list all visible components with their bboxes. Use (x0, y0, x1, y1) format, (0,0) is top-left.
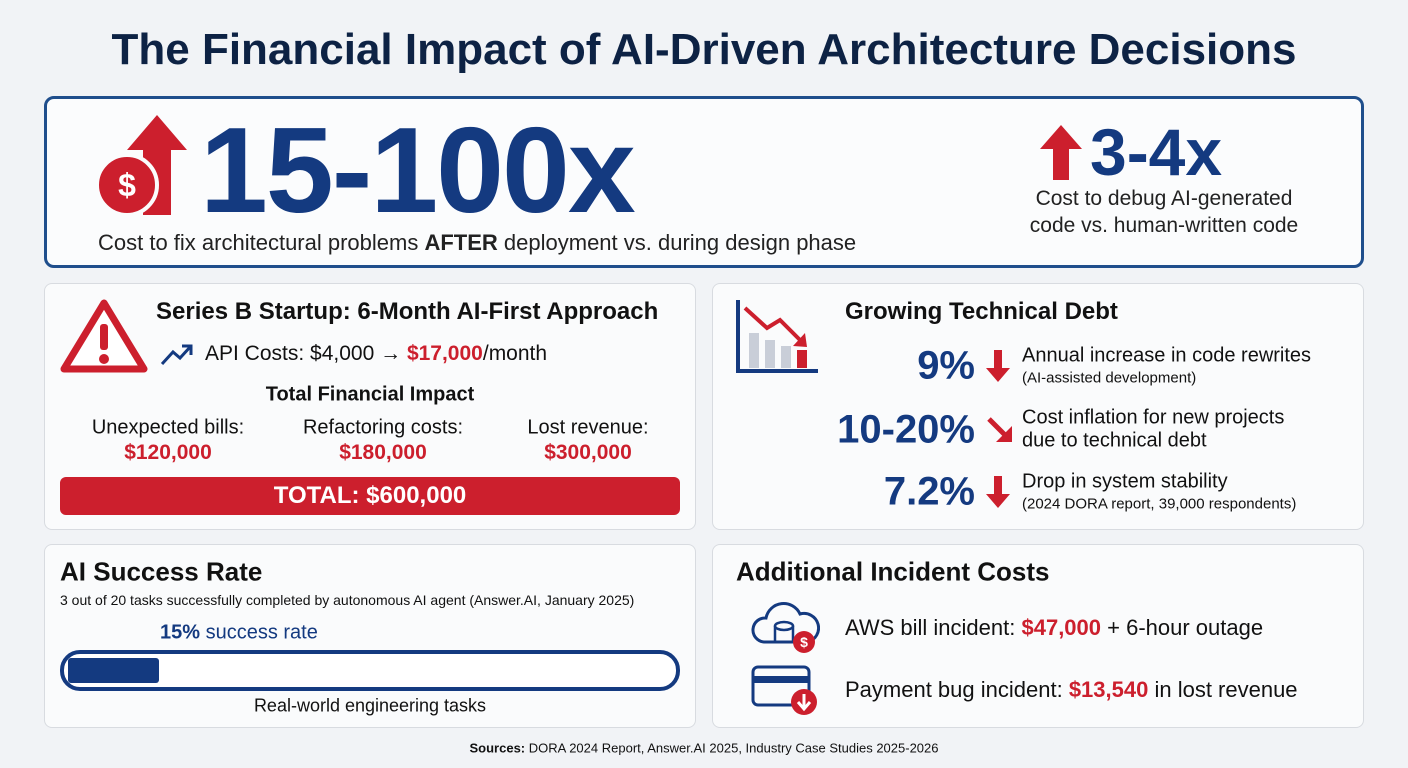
debt-note: (2024 DORA report, 39,000 respondents) (1022, 495, 1297, 513)
up-arrow-icon (1040, 125, 1082, 180)
incident-row: AWS bill incident: $47,000 + 6-hour outa… (845, 615, 1263, 641)
impact-value: $120,000 (124, 441, 212, 464)
rate-text: success rate (200, 621, 318, 644)
sources-text: DORA 2024 Report, Answer.AI 2025, Indust… (525, 740, 939, 756)
success-subtitle: 3 out of 20 tasks successfully completed… (60, 592, 635, 608)
incident-cost: $47,000 (1021, 615, 1102, 640)
debt-value: 9% (917, 343, 975, 388)
total-text: TOTAL: $600,000 (273, 482, 467, 509)
impact-label: Refactoring costs: (302, 416, 464, 439)
svg-text:$: $ (800, 634, 808, 650)
hero-side-value: 3-4x (1090, 115, 1223, 189)
debt-note: due to technical debt (1022, 429, 1207, 452)
incident-text: + 6-hour outage (1101, 615, 1264, 640)
warning-icon (60, 299, 148, 373)
progress-fill (68, 658, 159, 683)
impact-title: Total Financial Impact (265, 383, 475, 406)
hero-side-caption: code vs. human-written code (1029, 214, 1299, 237)
api-new-cost: $17,000 (406, 342, 483, 365)
hero-box (44, 96, 1364, 268)
sources: Sources: DORA 2024 Report, Answer.AI 202… (470, 741, 939, 756)
impact-label: Lost revenue: (527, 416, 649, 439)
incidents-title: Additional Incident Costs (736, 556, 1050, 587)
debt-chart-icon (736, 300, 818, 373)
card-icon (751, 665, 817, 715)
api-text: API Costs: $4,000 → (205, 342, 407, 365)
debt-value: 7.2% (883, 469, 975, 514)
startup-title: Series B Startup: 6-Month AI-First Appro… (156, 298, 659, 325)
down-arrow-icon (986, 350, 1010, 382)
impact-value: $300,000 (544, 441, 632, 464)
dollar-up-icon: $ (95, 115, 187, 217)
incident-text: in lost revenue (1148, 677, 1298, 702)
progress-track (60, 650, 680, 691)
cloud-icon: $ (751, 602, 820, 653)
impact-value: $180,000 (339, 441, 427, 464)
success-title: AI Success Rate (60, 556, 263, 587)
rate-value: 15% (160, 621, 201, 644)
incident-text: AWS bill incident: (845, 615, 1022, 640)
impact-label: Unexpected bills: (91, 416, 245, 439)
hero-side-caption: Cost to debug AI-generated (1035, 187, 1293, 210)
debt-text: Annual increase in code rewrites (1022, 344, 1312, 367)
incident-cost: $13,540 (1068, 677, 1149, 702)
caption-part: Cost to fix architectural problems (98, 230, 425, 255)
api-costs: API Costs: $4,000 → $17,000/month (205, 342, 547, 366)
debt-text: Drop in system stability (1022, 470, 1228, 493)
incident-row: Payment bug incident: $13,540 in lost re… (845, 677, 1298, 703)
api-text: /month (482, 342, 548, 365)
success-rate: 15% success rate (160, 622, 318, 645)
sources-label: Sources: (469, 740, 526, 756)
debt-note: (AI-assisted development) (1022, 369, 1197, 387)
hero-main-value-text: 15-100x (200, 102, 636, 238)
incidents-card (712, 544, 1364, 728)
debt-card (712, 283, 1364, 530)
caption-part: deployment vs. during design phase (497, 230, 857, 255)
page-title: The Financial Impact of AI-Driven Archit… (111, 25, 1297, 74)
hero-main-caption: Cost to fix architectural problems AFTER… (98, 230, 856, 256)
bar-label: Real-world engineering tasks (253, 695, 487, 716)
debt-value: 10-20% (837, 407, 975, 452)
debt-title: Growing Technical Debt (845, 298, 1118, 325)
trend-icon (160, 344, 193, 366)
svg-text:$: $ (118, 167, 136, 203)
caption-emphasis: AFTER (424, 230, 498, 255)
down-arrow-icon (986, 476, 1010, 508)
success-card (44, 544, 696, 728)
debt-text: Cost inflation for new projects (1022, 406, 1285, 429)
incident-text: Payment bug incident: (845, 677, 1069, 702)
diag-arrow-icon (987, 417, 1012, 442)
total-bar (60, 477, 680, 515)
hero-main-value: 15-100x (200, 100, 636, 240)
